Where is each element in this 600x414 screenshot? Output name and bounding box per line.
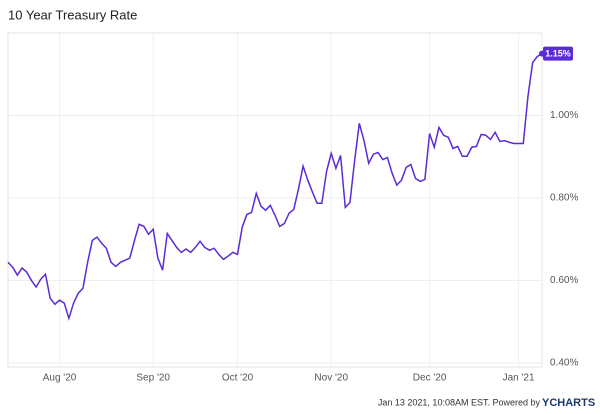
y-tick-label: 1.00% — [550, 110, 578, 121]
value-label-box — [543, 46, 573, 61]
chart-title: 10 Year Treasury Rate — [8, 7, 137, 22]
x-tick-label: Dec '20 — [413, 373, 447, 384]
y-tick-label: 0.60% — [550, 275, 578, 286]
y-tick-label: 0.40% — [550, 358, 578, 369]
plot-frame — [7, 32, 543, 368]
line — [7, 52, 543, 321]
x-tick-label: Sep '20 — [136, 373, 170, 384]
x-tick-label: Nov '20 — [314, 373, 348, 384]
footer: Jan 13 2021, 10:08AM EST. Powered by — [378, 397, 541, 407]
x-tick-label: Oct '20 — [222, 373, 254, 384]
brand-logo: YCHARTS — [542, 397, 595, 409]
x-tick-label: Aug '20 — [43, 373, 77, 384]
x-tick-label: Jan '21 — [503, 373, 535, 384]
y-tick-label: 0.80% — [550, 193, 578, 204]
value-label: 1.15% — [545, 48, 571, 58]
